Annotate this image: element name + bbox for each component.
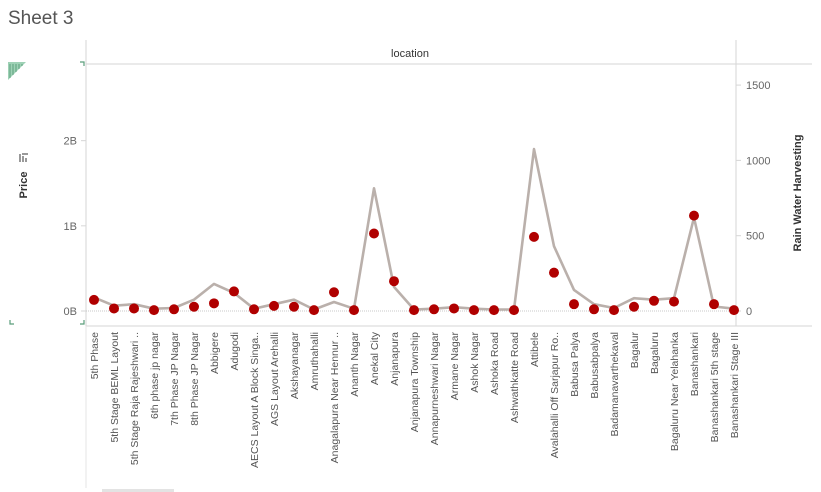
sort-icon[interactable] [19,153,28,162]
price-point[interactable] [249,304,259,315]
category-label: Badamanavarthekaval [609,332,621,436]
price-point[interactable] [189,301,199,312]
price-point[interactable] [369,228,379,239]
category-label: 5th Phase [89,332,101,379]
category-label: Babusabpalya [589,332,601,399]
category-label: Ashok Nagar [469,332,481,393]
price-point[interactable] [329,287,339,298]
corner-bottom-right-icon [80,320,85,325]
price-point[interactable] [469,305,479,316]
category-label: Banashankari 5th stage [709,332,721,442]
category-label: Bagalur [629,332,641,369]
right-tick-label: 1500 [746,80,770,92]
left-tick-label: 1B [64,221,77,233]
horizontal-scrollbar[interactable] [102,489,174,492]
price-point[interactable] [449,303,459,314]
category-label: Akshayanagar [289,332,301,400]
category-label: Banashankari Stage III [729,332,741,438]
drag-handle-icon[interactable] [8,62,26,80]
corner-bottom-left-icon [9,320,14,325]
category-label: Banashankari [689,332,701,396]
right-tick-label: 500 [746,231,764,243]
price-point[interactable] [89,294,99,305]
price-point[interactable] [289,301,299,312]
column-header: location [86,48,812,65]
column-header-label: location [391,48,429,60]
price-point[interactable] [229,286,239,297]
price-point[interactable] [129,303,139,314]
right-axis-title: Rain Water Harvesting [792,135,804,252]
category-label: Armane Nagar [449,331,461,400]
price-point[interactable] [489,305,499,316]
category-label: 5th Stage BEML Layout [109,332,121,443]
price-point[interactable] [209,298,219,309]
category-label: Avalahalli Off Sarjapur Ro.. [549,332,561,458]
category-label: AECS Layout A Block Singa.. [249,332,261,468]
category-label: 8th Phase JP Nagar [189,332,201,426]
sheet-title: Sheet 3 [8,8,74,29]
price-point[interactable] [549,267,559,278]
price-point[interactable] [269,300,279,311]
category-label: Annapurneshwari Nagar [429,331,441,445]
category-label: Abbigere [209,332,221,374]
price-point[interactable] [589,304,599,315]
category-label: Amruthahalli [309,332,321,390]
price-point[interactable] [429,304,439,315]
category-label: 7th Phase JP Nagar [169,332,181,426]
category-label: 5th Stage Raja Rajeshwari .. [129,332,141,465]
category-label: AGS Layout Arehalli [269,332,281,426]
category-labels: 5th Phase 5th Stage BEML Layout 5th Stage … [89,331,741,468]
price-point[interactable] [629,301,639,312]
category-label: Bagaluru [649,332,661,374]
right-axis-ticks: 0 500 1000 1500 [736,80,770,318]
category-label: Babusa Palya [569,332,581,397]
category-label: Ashoka Road [489,332,501,395]
left-tick-label: 2B [64,136,77,148]
category-label: Adugodi [229,332,241,371]
price-point[interactable] [389,276,399,287]
price-point[interactable] [349,305,359,316]
price-point[interactable] [149,305,159,316]
price-point[interactable] [649,295,659,306]
category-label: 6th phase jp nagar [149,331,161,418]
category-label: Anjanapura [389,332,401,386]
right-tick-label: 0 [746,306,752,318]
left-axis-title: Price [18,172,30,199]
category-label: Attibele [529,332,541,367]
category-label: Bagaluru Near Yelahanka [669,332,681,451]
category-label: Ananth Nagar [349,331,361,396]
left-axis-ticks: 0B 1B 2B [64,136,86,318]
price-point[interactable] [409,305,419,316]
price-point[interactable] [169,304,179,315]
price-point[interactable] [729,305,739,316]
category-label: Anjanapura Township [409,332,421,432]
price-point[interactable] [569,299,579,310]
price-point[interactable] [529,231,539,242]
price-series [89,210,739,316]
rain-water-harvesting-line [93,147,735,311]
price-point[interactable] [109,303,119,314]
category-label: Anekal City [369,331,381,385]
category-label: Ashwathkatte Road [509,332,521,423]
price-point[interactable] [309,305,319,316]
price-point[interactable] [609,305,619,316]
price-point[interactable] [669,296,679,307]
rain-water-harvesting-series [93,147,735,311]
corner-top-right-icon [80,61,85,66]
category-label: Anagalapura Near Hennur .. [329,332,341,463]
left-tick-label: 0B [64,306,77,318]
price-point[interactable] [709,299,719,310]
price-point[interactable] [689,210,699,221]
right-tick-label: 1000 [746,155,770,167]
price-point[interactable] [509,305,519,316]
